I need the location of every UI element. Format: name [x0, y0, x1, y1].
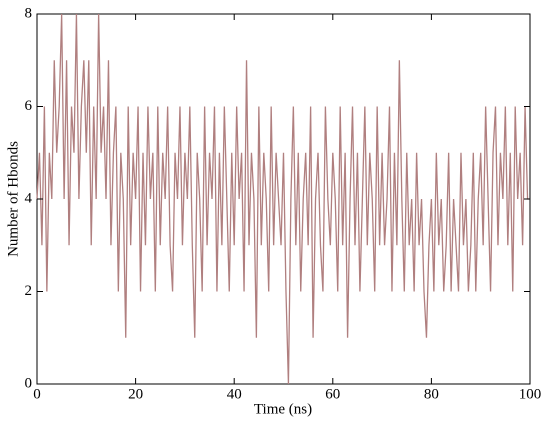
- x-tick-label: 80: [424, 386, 439, 402]
- x-axis-label: Time (ns): [254, 401, 312, 417]
- x-tick-label: 100: [519, 386, 542, 402]
- x-tick-label: 40: [227, 386, 242, 402]
- y-tick-label: 4: [25, 190, 33, 206]
- x-tick-label: 0: [33, 386, 41, 402]
- y-tick-label: 0: [25, 375, 33, 391]
- x-tick-label: 60: [325, 386, 340, 402]
- y-tick-label: 2: [25, 283, 33, 299]
- x-tick-label: 20: [128, 386, 143, 402]
- data-line: [36, 13, 530, 385]
- y-tick-label: 8: [25, 5, 33, 21]
- y-tick-label: 6: [25, 98, 33, 114]
- y-axis-label: Number of Hbonds: [5, 141, 21, 257]
